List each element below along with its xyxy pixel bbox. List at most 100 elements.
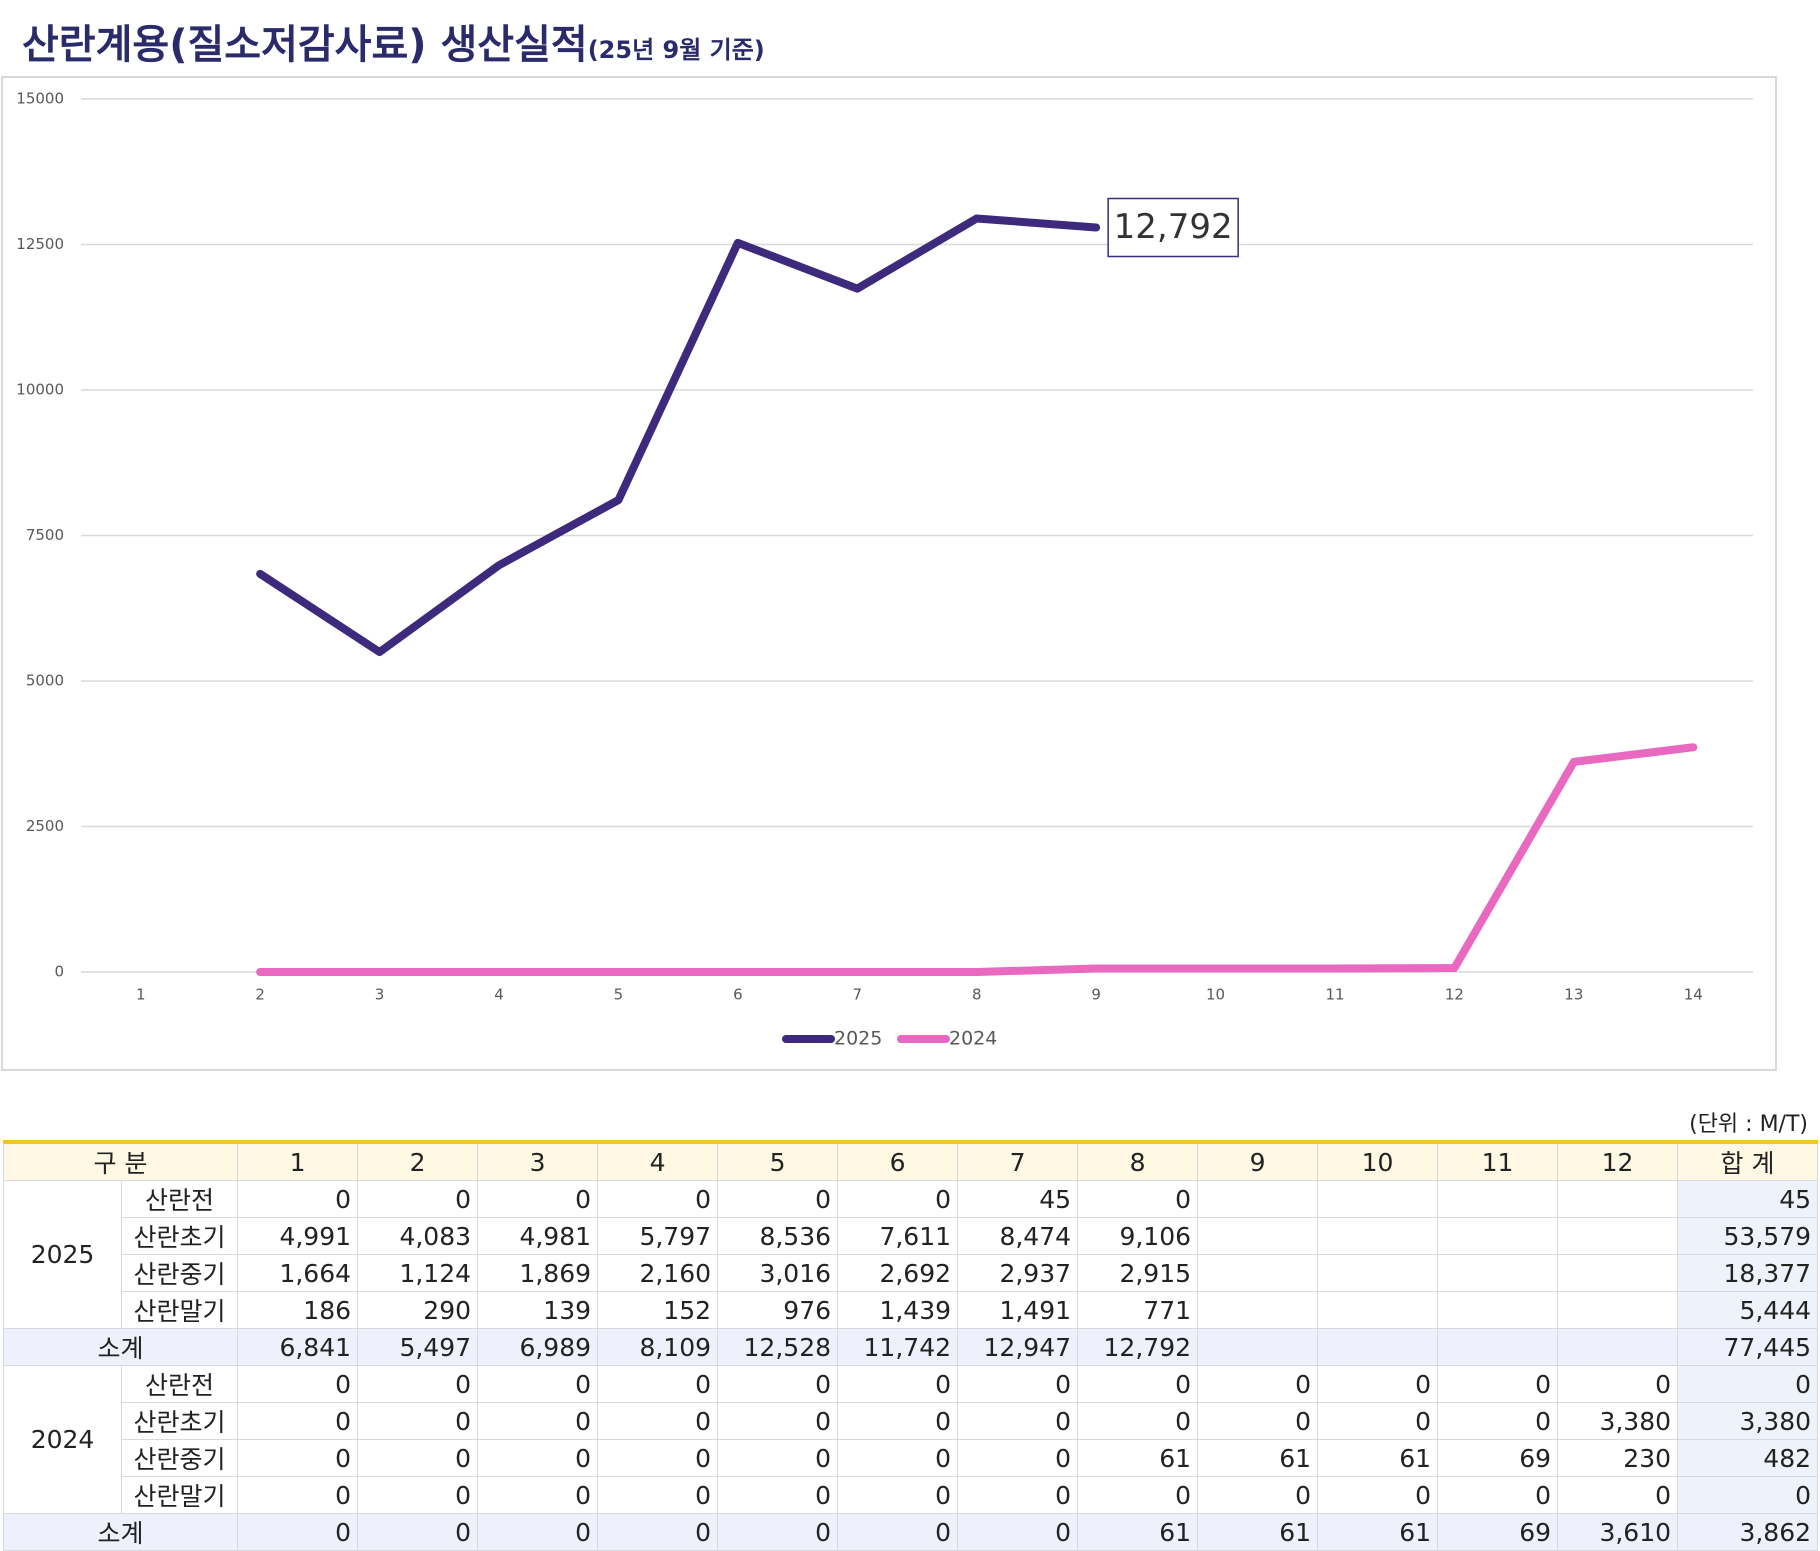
- value-cell: [1197, 1254, 1319, 1292]
- value-cell: 4,083: [357, 1217, 479, 1255]
- value-cell: 0: [1677, 1365, 1819, 1403]
- value-cell: 230: [1557, 1439, 1679, 1477]
- data-label-box: [1107, 197, 1239, 258]
- header-cell: 12: [1557, 1140, 1679, 1181]
- value-cell: [1437, 1254, 1559, 1292]
- year-cell: 2024: [3, 1365, 122, 1514]
- value-cell: 0: [837, 1365, 959, 1403]
- value-cell: 290: [357, 1291, 479, 1329]
- x-tick-label: 3: [375, 986, 385, 1004]
- value-cell: 0: [717, 1476, 839, 1514]
- value-cell: 0: [837, 1439, 959, 1477]
- subtotal-cell: [1197, 1328, 1319, 1366]
- value-cell: 0: [237, 1476, 359, 1514]
- value-cell: 69: [1437, 1439, 1559, 1477]
- value-cell: 61: [1317, 1439, 1439, 1477]
- row-label: 산란초기: [120, 1217, 239, 1255]
- subtotal-cell: 6,989: [477, 1328, 599, 1366]
- x-tick-label: 10: [1206, 986, 1225, 1004]
- x-tick-label: 12: [1445, 986, 1464, 1004]
- chart-frame: [1, 76, 1777, 1071]
- subtotal-cell: 77,445: [1677, 1328, 1819, 1366]
- subtotal-cell: 8,109: [597, 1328, 719, 1366]
- value-cell: 5,797: [597, 1217, 719, 1255]
- data-label: 12,792: [1114, 207, 1233, 247]
- header-cell: 11: [1437, 1140, 1559, 1181]
- value-cell: 0: [357, 1365, 479, 1403]
- table-row: 구 분 1 2 3 4 5 6 7 8 9 10 11 12 합 계: [2, 1140, 1819, 1181]
- value-cell: 1,491: [957, 1291, 1079, 1329]
- table-row: 산란중기 0 0 0 0 0 0 0 61 61 61 69 230 482: [4, 1439, 1819, 1477]
- value-cell: 0: [837, 1180, 959, 1218]
- header-cell: 4: [597, 1140, 719, 1181]
- x-tick-label: 9: [1091, 986, 1101, 1004]
- subtotal-label: 소계: [2, 1328, 239, 1366]
- value-cell: 0: [1677, 1476, 1819, 1514]
- subtotal-cell: 12,528: [717, 1328, 839, 1366]
- subtotal-cell: 12,792: [1077, 1328, 1199, 1366]
- y-tick-label: 7500: [26, 526, 64, 544]
- subtotal-cell: 0: [477, 1513, 599, 1551]
- x-tick-label: 2: [255, 986, 265, 1004]
- value-cell: 0: [1437, 1365, 1559, 1403]
- value-cell: 1,124: [357, 1254, 479, 1292]
- value-cell: 3,380: [1557, 1402, 1679, 1440]
- value-cell: 0: [597, 1439, 719, 1477]
- value-cell: 0: [1317, 1402, 1439, 1440]
- value-cell: 0: [1077, 1476, 1199, 1514]
- y-tick-label: 10000: [16, 381, 64, 399]
- y-tick-label: 5000: [26, 672, 64, 690]
- subtotal-cell: 5,497: [357, 1328, 479, 1366]
- value-cell: 1,664: [237, 1254, 359, 1292]
- value-cell: 0: [1557, 1476, 1679, 1514]
- value-cell: 0: [477, 1476, 599, 1514]
- value-cell: [1437, 1217, 1559, 1255]
- value-cell: 61: [1077, 1439, 1199, 1477]
- data-table: 구 분 1 2 3 4 5 6 7 8 9 10 11 12 합 계 2025 산란전 0 0 0 0 0 0 45 0 45 산…: [2, 1140, 1819, 1551]
- value-cell: 0: [1197, 1402, 1319, 1440]
- y-tick-label: 2500: [26, 817, 64, 835]
- value-cell: 0: [1077, 1402, 1199, 1440]
- series-line: [256, 743, 1698, 976]
- value-cell: 0: [237, 1180, 359, 1218]
- value-cell: 7,611: [837, 1217, 959, 1255]
- value-cell: 53,579: [1677, 1217, 1819, 1255]
- value-cell: 0: [717, 1180, 839, 1218]
- row-label: 산란초기: [120, 1402, 239, 1440]
- value-cell: 1,439: [837, 1291, 959, 1329]
- subtotal-cell: 0: [717, 1513, 839, 1551]
- value-cell: 45: [957, 1180, 1079, 1218]
- title-block: 산란계용(질소저감사료) 생산실적(25년 9월 기준): [22, 12, 765, 70]
- x-tick-label: 8: [972, 986, 982, 1004]
- value-cell: 0: [717, 1365, 839, 1403]
- table-row: 소계 0 0 0 0 0 0 0 61 61 61 69 3,610 3,862: [2, 1513, 1819, 1551]
- value-cell: 3,380: [1677, 1402, 1819, 1440]
- header-cell: 8: [1077, 1140, 1199, 1181]
- value-cell: 8,474: [957, 1217, 1079, 1255]
- subtotal-cell: 69: [1437, 1513, 1559, 1551]
- value-cell: [1197, 1180, 1319, 1218]
- value-cell: 0: [1197, 1476, 1319, 1514]
- table-row: 2025 산란전 0 0 0 0 0 0 45 0 45: [3, 1180, 1819, 1329]
- value-cell: [1557, 1180, 1679, 1218]
- value-cell: 3,016: [717, 1254, 839, 1292]
- value-cell: 0: [357, 1476, 479, 1514]
- value-cell: 0: [1317, 1365, 1439, 1403]
- subtotal-cell: 0: [837, 1513, 959, 1551]
- value-cell: 0: [597, 1476, 719, 1514]
- x-tick-label: 13: [1564, 986, 1583, 1004]
- value-cell: 4,991: [237, 1217, 359, 1255]
- value-cell: 0: [237, 1402, 359, 1440]
- x-tick-label: 6: [733, 986, 743, 1004]
- value-cell: [1437, 1180, 1559, 1218]
- unit-label: (단위 : M/T): [1689, 1112, 1808, 1137]
- row-label: 산란전: [120, 1180, 239, 1218]
- header-cell: 2: [357, 1140, 479, 1181]
- value-cell: 2,915: [1077, 1254, 1199, 1292]
- subtotal-cell: 3,610: [1557, 1513, 1679, 1551]
- value-cell: 0: [1557, 1365, 1679, 1403]
- value-cell: 152: [597, 1291, 719, 1329]
- subtotal-cell: 0: [957, 1513, 1079, 1551]
- series-line: [256, 214, 1101, 657]
- chart-subtitle: (25년 9월 기준): [587, 36, 765, 64]
